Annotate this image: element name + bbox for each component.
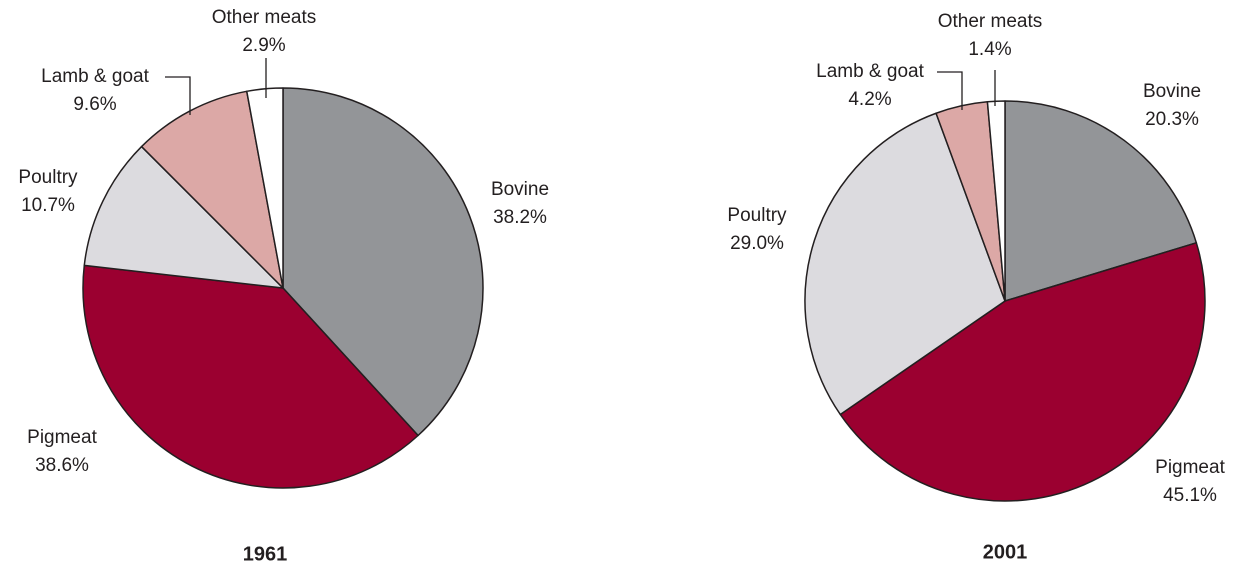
slice-value-label: 38.6% — [35, 455, 89, 476]
slice-label: Poultry — [18, 167, 78, 188]
slice-value-label: 45.1% — [1163, 485, 1217, 506]
leader-line — [165, 76, 191, 115]
slice-label: Pigmeat — [27, 427, 97, 448]
slice-value-label: 38.2% — [493, 207, 547, 228]
chart-title: 2001 — [983, 541, 1028, 563]
pie-slice — [804, 112, 1006, 416]
slice-value-label: 4.2% — [848, 89, 891, 110]
slice-label: Pigmeat — [1155, 457, 1225, 478]
slice-label: Other meats — [938, 11, 1043, 32]
pie-slice — [82, 264, 419, 489]
leader-line — [937, 71, 963, 110]
slice-value-label: 29.0% — [730, 233, 784, 254]
slice-value-label: 2.9% — [242, 35, 285, 56]
slice-label: Lamb & goat — [816, 61, 924, 82]
slice-label: Other meats — [212, 7, 317, 28]
slice-value-label: 1.4% — [968, 39, 1011, 60]
slice-label: Bovine — [491, 179, 549, 200]
pie-slice — [986, 100, 1006, 302]
pie-slice — [83, 145, 284, 289]
chart-title: 1961 — [243, 543, 288, 565]
slice-label: Poultry — [727, 205, 787, 226]
pie-slice — [1004, 100, 1198, 302]
slice-value-label: 9.6% — [73, 94, 116, 115]
pie-slice — [246, 87, 284, 289]
slice-label: Lamb & goat — [41, 66, 149, 87]
slice-value-label: 20.3% — [1145, 109, 1199, 130]
pie-slice — [839, 242, 1206, 502]
pie-slice — [282, 87, 484, 437]
slice-label: Bovine — [1143, 81, 1201, 102]
slice-value-label: 10.7% — [21, 195, 75, 216]
